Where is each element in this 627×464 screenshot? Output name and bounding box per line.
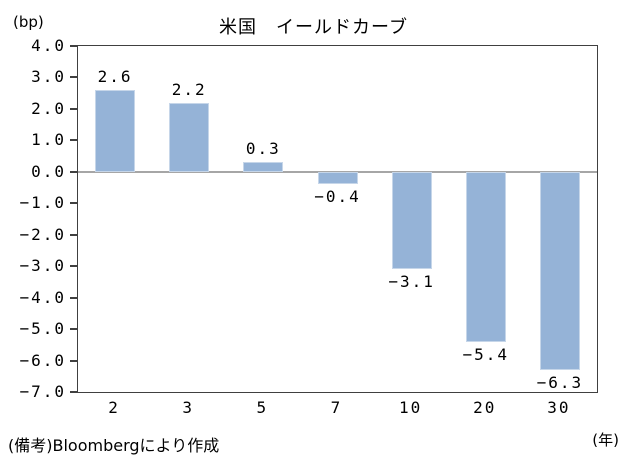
x-tick-label: 5 xyxy=(256,398,269,417)
source-note: (備考)Bloombergにより作成 xyxy=(8,436,220,455)
bar xyxy=(95,90,136,172)
y-tick-mark xyxy=(70,202,78,205)
bar-value-label: 2.6 xyxy=(97,67,133,87)
y-tick-label: −2.0 xyxy=(19,224,66,244)
bar xyxy=(317,171,358,185)
y-axis-unit-label: (bp) xyxy=(13,13,44,31)
x-tick-label: 10 xyxy=(399,398,423,417)
y-tick-label: −4.0 xyxy=(19,287,66,307)
y-tick-mark xyxy=(70,296,78,299)
x-tick-label: 7 xyxy=(330,398,343,417)
bar-value-label: 2.2 xyxy=(171,79,207,99)
bar-value-label: −3.1 xyxy=(388,272,435,292)
bar-value-label: −5.4 xyxy=(462,344,510,364)
x-tick-label: 2 xyxy=(108,398,120,417)
y-tick-mark xyxy=(70,328,78,331)
y-tick-mark xyxy=(70,107,78,110)
plot-area: 4.0 3.0 2.0 1.0 0.0 −1.0 −2.0 −3.0 −4.0 −5.0 −6.0 −… xyxy=(19,36,598,401)
y-tick-label: 3.0 xyxy=(31,67,66,87)
y-tick-mark xyxy=(70,265,78,268)
y-tick-label: −7.0 xyxy=(19,382,66,401)
bar xyxy=(243,162,284,172)
x-tick-label: 3 xyxy=(182,398,195,417)
y-tick-mark xyxy=(70,76,78,79)
x-tick-label: 20 xyxy=(473,398,497,417)
y-tick-label: 4.0 xyxy=(31,36,66,55)
y-tick-mark xyxy=(70,139,78,142)
y-tick-mark xyxy=(70,359,78,362)
y-tick-label: 0.0 xyxy=(31,161,66,181)
bar xyxy=(391,171,432,270)
bar xyxy=(539,171,580,370)
y-tick-label: −5.0 xyxy=(19,319,66,339)
bar xyxy=(465,171,506,342)
bar-value-label: 0.3 xyxy=(245,139,281,159)
y-tick-label: 2.0 xyxy=(31,98,66,118)
chart-title: 米国 イールドカーブ xyxy=(219,17,408,38)
y-tick-label: −1.0 xyxy=(19,193,66,213)
y-tick-mark xyxy=(70,45,78,47)
x-axis-unit-label: (年) xyxy=(592,431,619,449)
bar-value-label: −0.4 xyxy=(314,187,361,207)
y-tick-label: 1.0 xyxy=(31,130,66,150)
y-tick-mark xyxy=(70,391,78,393)
x-tick-label: 30 xyxy=(547,398,571,417)
x-axis-labels: 2 3 5 7 10 20 30 xyxy=(77,398,596,417)
y-tick-mark xyxy=(70,170,78,173)
y-tick-label: −6.0 xyxy=(19,350,66,370)
bar-value-label: −6.3 xyxy=(536,372,584,392)
y-tick-label: −3.0 xyxy=(19,256,66,276)
bar xyxy=(169,102,210,172)
y-tick-mark xyxy=(70,233,78,236)
